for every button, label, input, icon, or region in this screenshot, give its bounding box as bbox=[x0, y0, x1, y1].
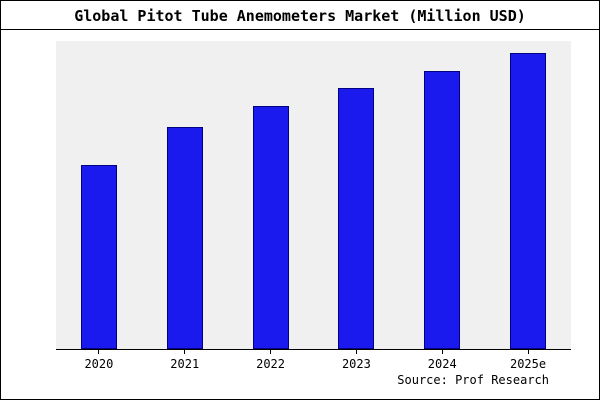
bar-2023 bbox=[338, 88, 375, 349]
bar-2025e bbox=[510, 52, 547, 349]
x-tick-label-2022: 2022 bbox=[256, 357, 286, 371]
x-tickmark bbox=[441, 350, 443, 354]
bars-container bbox=[56, 41, 571, 349]
x-tick-label-2025e: 2025e bbox=[509, 357, 547, 371]
bar-slot-2020 bbox=[56, 41, 142, 349]
bar-2020 bbox=[80, 165, 117, 349]
source-text: Source: Prof Research bbox=[397, 373, 549, 387]
title-divider bbox=[1, 29, 599, 30]
x-tick-2020: 2020 bbox=[56, 350, 142, 371]
x-tick-label-2021: 2021 bbox=[170, 357, 200, 371]
x-tick-2022: 2022 bbox=[228, 350, 314, 371]
bar-slot-2023 bbox=[313, 41, 399, 349]
bar-slot-2025e bbox=[485, 41, 571, 349]
x-tick-label-2023: 2023 bbox=[341, 357, 371, 371]
x-tickmark bbox=[98, 350, 100, 354]
bar-2021 bbox=[166, 126, 203, 349]
x-tick-2023: 2023 bbox=[313, 350, 399, 371]
x-tickmark bbox=[527, 350, 529, 354]
x-tick-label-2024: 2024 bbox=[427, 357, 457, 371]
bar-slot-2024 bbox=[399, 41, 485, 349]
chart-title: Global Pitot Tube Anemometers Market (Mi… bbox=[74, 7, 526, 25]
x-tick-2025e: 2025e bbox=[485, 350, 571, 371]
x-tick-2021: 2021 bbox=[142, 350, 228, 371]
bar-slot-2022 bbox=[228, 41, 314, 349]
plot-area bbox=[56, 41, 571, 350]
x-tick-label-2020: 2020 bbox=[84, 357, 114, 371]
bar-2024 bbox=[424, 70, 461, 349]
x-axis: 2020 2021 2022 2023 2024 2025e bbox=[56, 350, 571, 371]
x-tickmark bbox=[355, 350, 357, 354]
x-tick-2024: 2024 bbox=[399, 350, 485, 371]
bar-2022 bbox=[252, 106, 289, 349]
x-tickmark bbox=[270, 350, 272, 354]
bar-slot-2021 bbox=[142, 41, 228, 349]
x-tickmark bbox=[184, 350, 186, 354]
